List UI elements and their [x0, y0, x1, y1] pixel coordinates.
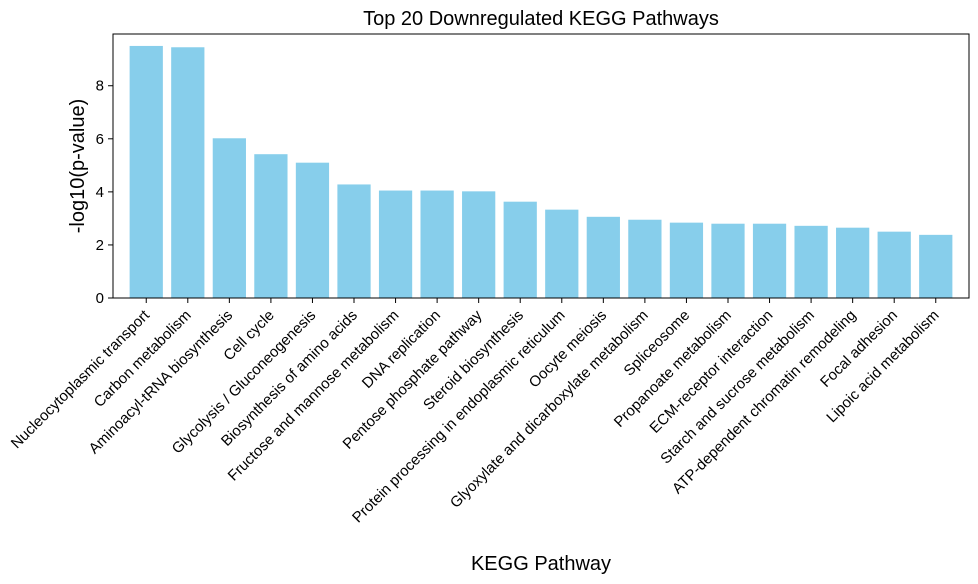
bar	[628, 219, 662, 298]
bars-group	[129, 45, 953, 299]
bar	[877, 231, 911, 298]
bar	[337, 184, 371, 298]
x-axis-label: KEGG Pathway	[471, 553, 611, 575]
bar	[420, 190, 454, 298]
bar	[254, 154, 288, 298]
x-tick-label: Starch and sucrose metabolism	[657, 307, 818, 468]
bar	[711, 223, 745, 298]
y-tick-label: 8	[96, 78, 104, 95]
bar	[378, 190, 413, 298]
chart-title: Top 20 Downregulated KEGG Pathways	[363, 8, 719, 30]
bar	[171, 47, 205, 299]
bar	[586, 216, 620, 298]
bar	[503, 201, 537, 298]
y-tick-label: 6	[96, 131, 104, 148]
y-axis-label: -log10(p-value)	[67, 99, 89, 234]
bar	[919, 234, 953, 298]
bar	[545, 209, 579, 298]
bar	[295, 162, 330, 298]
y-tick-label: 2	[96, 237, 104, 254]
bar	[462, 191, 496, 298]
bar	[212, 138, 246, 298]
plot-frame	[112, 33, 970, 299]
bar	[669, 222, 704, 298]
y-tick-label: 0	[96, 290, 104, 307]
y-tick-label: 4	[96, 184, 104, 201]
bar	[129, 45, 163, 298]
bar	[836, 227, 870, 298]
y-axis: 0 2 4 6 8	[96, 78, 113, 307]
bar	[752, 223, 787, 298]
bar	[794, 225, 828, 298]
